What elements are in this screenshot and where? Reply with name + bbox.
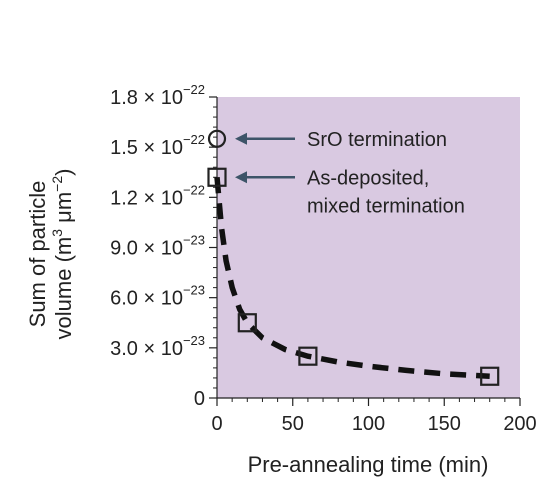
fit-curve — [214, 177, 490, 380]
square-marker — [207, 167, 227, 187]
data-markers — [207, 129, 500, 386]
y-tick-label: 1.8 × 10−22 — [110, 82, 205, 109]
y-tick-label: 3.0 × 10−23 — [110, 333, 205, 360]
y-axis: 0 3.0 × 10−23 6.0 × 10−23 9.0 × 10−23 1.2 × … — [110, 82, 217, 410]
square-marker — [237, 313, 257, 333]
x-tick-label: 150 — [428, 413, 461, 435]
square-marker — [298, 346, 318, 366]
x-axis-title: Pre-annealing time (min) — [248, 452, 489, 477]
y-tick-label: 9.0 × 10−23 — [110, 233, 205, 260]
y-axis-title-sup: −2 — [49, 176, 65, 192]
y-axis-title-part: μm — [51, 192, 76, 229]
y-tick-label: 1.5 × 10−22 — [110, 132, 205, 159]
plot-area — [217, 97, 520, 398]
x-tick-label: 50 — [282, 413, 304, 435]
annotation-label: As-deposited, — [307, 167, 429, 189]
y-tick-label: 0 — [194, 388, 205, 410]
annotation-arrow-head — [235, 132, 247, 145]
y-axis-title-sup: 3 — [49, 229, 65, 237]
y-axis-title-line1: Sum of particle — [25, 181, 50, 328]
x-tick-label: 0 — [211, 413, 222, 435]
circle-marker — [207, 129, 227, 148]
square-marker — [480, 366, 500, 386]
annotations: SrO termination As-deposited, mixed termin… — [235, 129, 465, 217]
y-axis-title: Sum of particle volume (m3 μm−2) — [25, 169, 76, 340]
y-axis-title-part: ) — [51, 169, 76, 176]
x-tick-label: 200 — [503, 413, 536, 435]
x-tick-label: 100 — [352, 413, 385, 435]
x-axis: 0 50 100 150 200 — [211, 398, 537, 435]
y-tick-label: 1.2 × 10−22 — [110, 182, 205, 209]
annotation-arrow-head — [235, 171, 247, 184]
annotation-label: SrO termination — [307, 129, 447, 151]
annotation-label-line2: mixed termination — [307, 195, 465, 217]
y-axis-title-line2: volume (m3 μm−2) — [49, 169, 76, 340]
y-axis-title-part: volume (m — [51, 237, 76, 340]
y-tick-label: 6.0 × 10−23 — [110, 283, 205, 310]
